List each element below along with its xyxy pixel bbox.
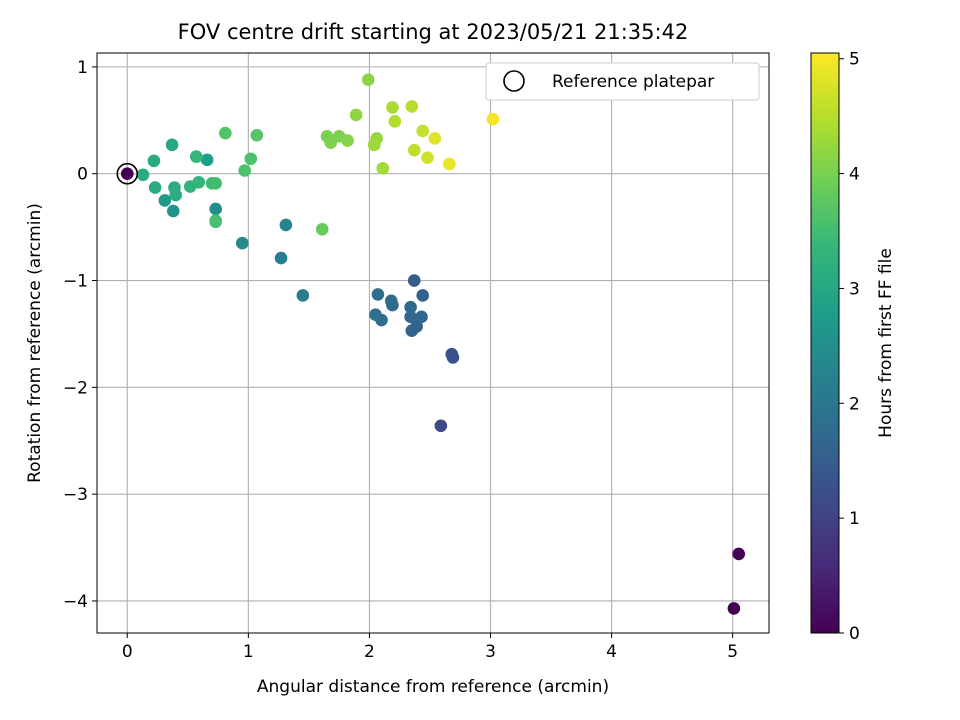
y-tick-label: 0 xyxy=(77,165,88,185)
data-point xyxy=(371,288,385,301)
data-point xyxy=(434,419,448,433)
data-point xyxy=(165,138,179,152)
data-point xyxy=(407,274,421,287)
data-point xyxy=(386,298,399,312)
data-point xyxy=(244,152,258,166)
data-point xyxy=(296,289,310,302)
data-point xyxy=(147,154,161,168)
data-point xyxy=(209,215,222,229)
data-point xyxy=(349,108,363,122)
data-point xyxy=(120,167,134,180)
y-axis-label: Rotation from reference (arcmin) xyxy=(25,203,45,483)
data-point xyxy=(415,310,428,324)
data-point xyxy=(732,547,746,561)
data-point xyxy=(250,128,264,142)
x-tick-label: 1 xyxy=(243,642,254,662)
y-axis-ticks: 1 0 −1 −2 −3 −4 xyxy=(63,58,97,612)
colorbar-tick-label: 5 xyxy=(849,50,860,70)
reference-marker-legend-icon xyxy=(503,70,525,92)
data-point xyxy=(727,602,741,615)
x-axis-label: Angular distance from reference (arcmin) xyxy=(257,677,609,697)
y-tick-label: −2 xyxy=(63,378,88,398)
legend-box xyxy=(485,62,760,101)
y-tick-label: 1 xyxy=(77,58,88,78)
colorbar-tick-label: 0 xyxy=(849,624,860,644)
data-point xyxy=(341,134,354,147)
data-point xyxy=(361,73,375,87)
data-point xyxy=(446,351,460,364)
data-point xyxy=(235,236,249,250)
colorbar-tick-label: 4 xyxy=(849,165,860,185)
data-point xyxy=(136,168,150,182)
y-tick-label: −4 xyxy=(63,592,88,612)
data-point xyxy=(279,218,293,232)
colorbar-tick-label: 2 xyxy=(849,394,860,414)
data-point xyxy=(367,138,381,152)
data-point xyxy=(376,162,390,175)
data-point xyxy=(158,194,172,207)
data-point xyxy=(386,101,399,114)
data-point xyxy=(219,126,232,140)
data-point xyxy=(388,115,402,128)
data-point xyxy=(209,202,222,216)
y-tick-label: −3 xyxy=(63,485,88,505)
data-point xyxy=(405,100,419,113)
data-points xyxy=(116,73,746,615)
data-point xyxy=(238,164,252,177)
x-tick-label: 3 xyxy=(485,642,496,662)
data-point xyxy=(189,150,203,163)
grid-lines xyxy=(97,53,769,633)
reference-platepar-marker xyxy=(116,162,139,185)
colorbar-tick-label: 3 xyxy=(849,279,860,299)
data-point xyxy=(416,124,430,138)
colorbar-gradient xyxy=(810,52,840,634)
data-point xyxy=(192,175,206,189)
data-point xyxy=(443,157,456,171)
data-point xyxy=(410,320,423,333)
data-point xyxy=(315,222,329,236)
x-tick-label: 5 xyxy=(727,642,738,662)
data-point xyxy=(404,300,417,314)
data-point xyxy=(148,181,162,194)
data-point xyxy=(369,308,382,321)
data-point xyxy=(209,177,222,190)
colorbar: 0 1 2 3 4 5 Hours from first FF file xyxy=(810,50,896,644)
data-point xyxy=(404,310,417,324)
data-point xyxy=(166,204,180,218)
data-point xyxy=(274,251,288,265)
colorbar-ticks: 0 1 2 3 4 5 xyxy=(839,50,860,644)
colorbar-label: Hours from first FF file xyxy=(876,248,896,438)
axes-frame xyxy=(96,52,770,634)
data-point xyxy=(407,143,421,157)
data-point xyxy=(200,153,214,167)
data-point xyxy=(428,132,442,145)
chart-title: FOV centre drift starting at 2023/05/21 … xyxy=(178,20,689,44)
colorbar-tick-label: 1 xyxy=(849,509,860,529)
y-tick-label: −1 xyxy=(63,272,88,292)
plot-area: 0 1 2 3 4 5 1 0 −1 −2 −3 −4 xyxy=(63,52,770,662)
x-tick-label: 4 xyxy=(606,642,617,662)
x-tick-label: 0 xyxy=(122,642,133,662)
data-point xyxy=(421,151,434,164)
x-axis-ticks: 0 1 2 3 4 5 xyxy=(122,633,738,662)
data-point xyxy=(169,188,183,202)
data-point xyxy=(416,289,430,302)
legend-label-reference: Reference platepar xyxy=(552,72,714,92)
legend: Reference platepar xyxy=(485,62,760,101)
x-tick-label: 2 xyxy=(364,642,375,662)
data-point xyxy=(486,112,500,126)
